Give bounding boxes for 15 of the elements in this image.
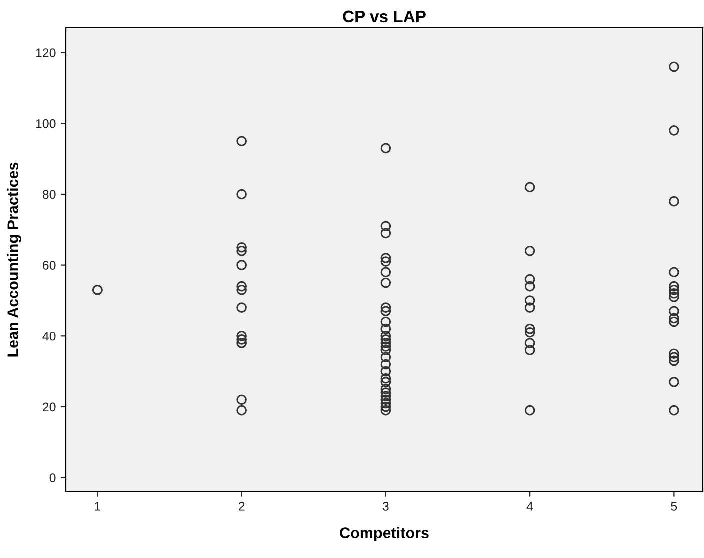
y-axis-title: Lean Accounting Practices bbox=[7, 162, 22, 357]
y-tick-label: 40 bbox=[42, 332, 56, 341]
x-axis-title: Competitors bbox=[340, 527, 429, 542]
y-tick-label: 60 bbox=[43, 261, 56, 270]
x-tick-label: 2 bbox=[238, 502, 245, 511]
x-tick-label: 3 bbox=[382, 502, 389, 511]
x-tick-label: 5 bbox=[671, 502, 678, 511]
x-tick-label: 4 bbox=[526, 502, 534, 511]
y-tick-label: 80 bbox=[42, 190, 56, 200]
y-tick-label: 20 bbox=[43, 402, 56, 412]
y-tick-label: 120 bbox=[36, 48, 56, 58]
y-tick-label: 0 bbox=[50, 474, 56, 482]
chart-title: CP vs LAP bbox=[343, 10, 426, 23]
x-tick-label: 1 bbox=[95, 502, 101, 511]
y-tick-label: 100 bbox=[36, 119, 56, 128]
